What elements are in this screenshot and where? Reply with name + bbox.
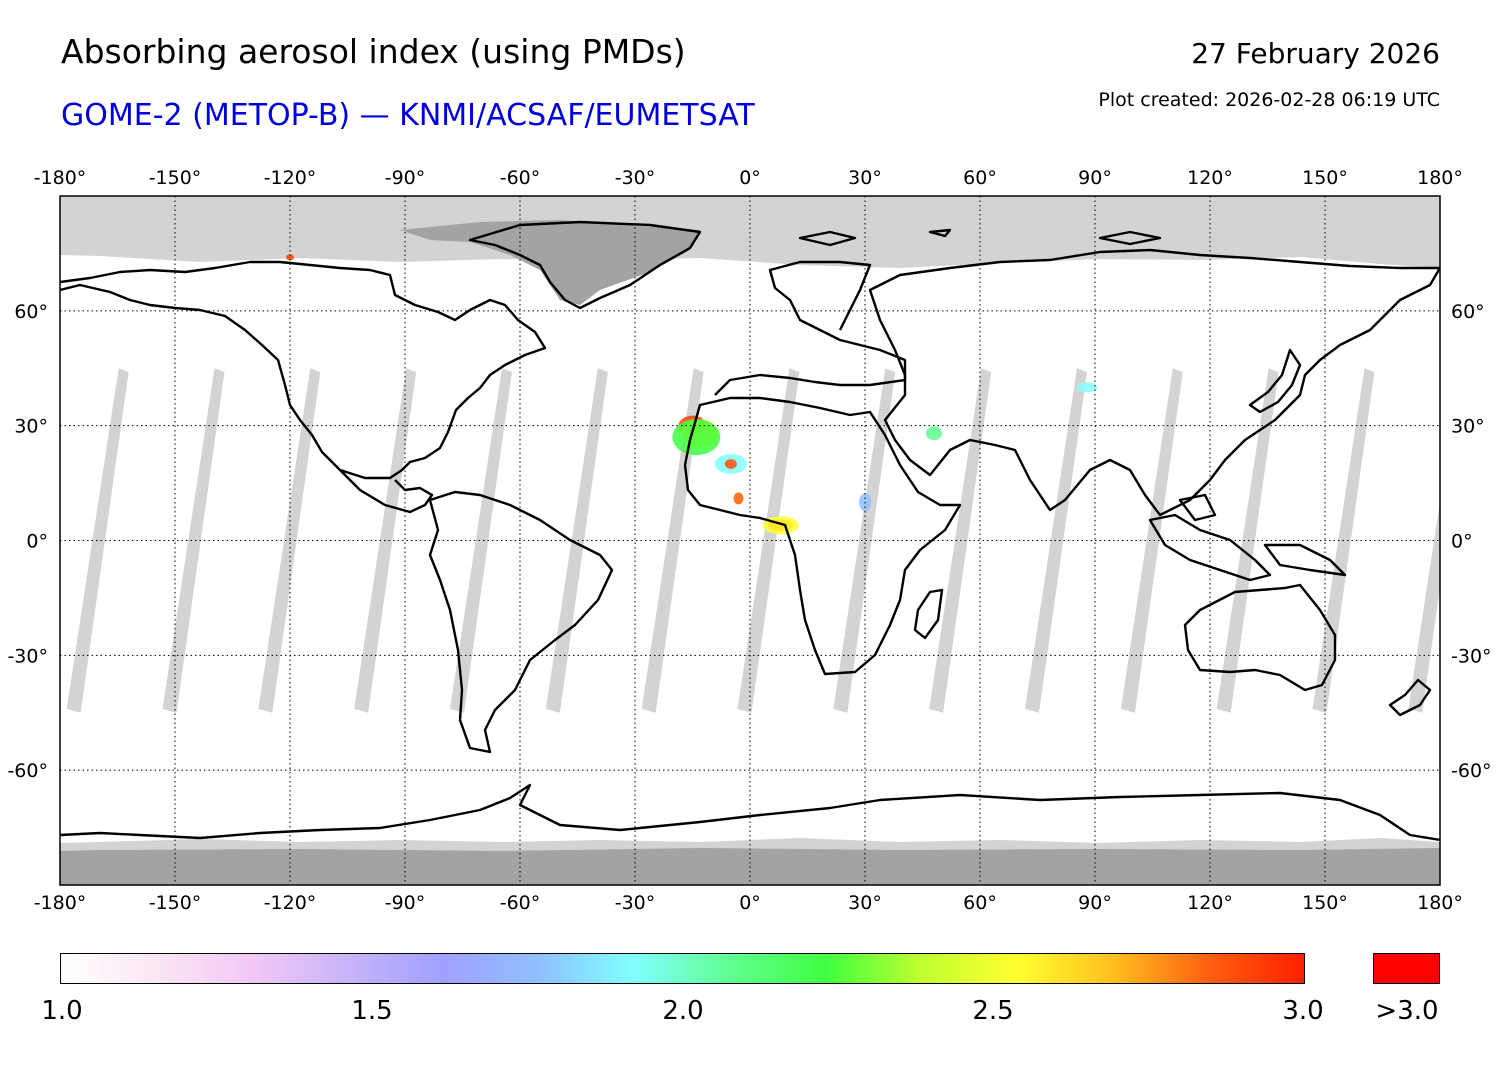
- map-subtitle: GOME-2 (METOP-B) — KNMI/ACSAF/EUMETSAT: [61, 98, 755, 133]
- lon-label-top-180: 180°: [1417, 167, 1463, 189]
- coastline-svalbard-islands: [798, 228, 1162, 247]
- colorbar-over-swatch: [1373, 953, 1440, 984]
- coastline-maritime-continent: [1148, 493, 1347, 582]
- lat-label-left--30: -30°: [7, 645, 48, 667]
- lon-label-bottom--150: -150°: [149, 892, 202, 914]
- lat-label-left-0: 0°: [26, 531, 48, 553]
- orbit-gap-swath-12: [1216, 368, 1279, 713]
- lon-label-top-150: 150°: [1302, 167, 1348, 189]
- lat-label-left-60: 60°: [14, 301, 48, 323]
- coastline-central-america: [339, 469, 434, 514]
- lon-label-bottom-120: 120°: [1187, 892, 1233, 914]
- orbit-gap-swath-1: [162, 368, 225, 713]
- lon-label-bottom-150: 150°: [1302, 892, 1348, 914]
- map-frame: [59, 195, 1441, 886]
- aerosol-hotspot-9: [926, 426, 942, 441]
- lon-label-bottom--90: -90°: [385, 892, 426, 914]
- aerosol-hotspot-10: [1077, 382, 1098, 393]
- coastline-europe: [714, 260, 907, 396]
- aerosol-hotspot-6: [762, 516, 799, 535]
- coastline-antarctica: [60, 783, 1440, 842]
- orbit-gap-swath-4: [450, 368, 512, 713]
- lat-label-right-30: 30°: [1451, 416, 1485, 438]
- lon-label-bottom--120: -120°: [264, 892, 317, 914]
- aerosol-index-pixels: [286, 254, 1098, 535]
- lat-label-right--30: -30°: [1451, 645, 1492, 667]
- lon-label-bottom--60: -60°: [500, 892, 541, 914]
- lon-label-bottom-30: 30°: [848, 892, 882, 914]
- lat-label-right--60: -60°: [1451, 760, 1492, 782]
- orbit-gap-swath-7: [737, 368, 800, 713]
- axis-tick-labels: -180° -180° -150° -150° -120° -120° -90° -90° -6…: [7, 167, 1491, 914]
- lon-label-top--180: -180°: [34, 167, 87, 189]
- lon-label-bottom-90: 90°: [1078, 892, 1112, 914]
- aerosol-hotspot-4: [724, 458, 737, 469]
- lon-label-top--30: -30°: [615, 167, 656, 189]
- lon-label-top--90: -90°: [385, 167, 426, 189]
- lat-label-right-60: 60°: [1451, 301, 1485, 323]
- coastline-asia: [868, 248, 1440, 517]
- lon-label-bottom-0: 0°: [739, 892, 761, 914]
- map-date: 27 February 2026: [1191, 37, 1440, 70]
- colorbar-tick-2-5: 2.5: [972, 996, 1014, 1026]
- coastline-new-zealand: [1388, 678, 1432, 717]
- coastline-greenland: [468, 220, 702, 310]
- aerosol-hotspot-2: [672, 419, 721, 456]
- lon-label-top-30: 30°: [848, 167, 882, 189]
- orbit-gap-swath-2: [258, 368, 321, 713]
- coastline-north-america: [60, 260, 547, 480]
- lon-label-bottom-60: 60°: [963, 892, 997, 914]
- coastlines: [60, 220, 1440, 842]
- colorbar-tick-3: 3.0: [1282, 996, 1324, 1026]
- colorbar-gradient: [60, 953, 1305, 984]
- orbit-gap-swath-5: [545, 368, 608, 713]
- lat-label-left--60: -60°: [7, 760, 48, 782]
- coastline-africa: [683, 396, 962, 676]
- aerosol-hotspot-7: [733, 492, 744, 505]
- graticule: [60, 196, 1440, 885]
- coastline-japan: [1248, 348, 1302, 414]
- lon-label-top--60: -60°: [500, 167, 541, 189]
- plot-created-timestamp: Plot created: 2026-02-28 06:19 UTC: [1098, 89, 1440, 111]
- lon-label-top-60: 60°: [963, 167, 997, 189]
- lon-label-top-0: 0°: [739, 167, 761, 189]
- coastline-australia: [1183, 583, 1337, 692]
- map-title: Absorbing aerosol index (using PMDs): [61, 32, 686, 71]
- orbit-gap-swath-11: [1120, 368, 1183, 713]
- lon-label-top--120: -120°: [264, 167, 317, 189]
- colorbar-tick-2: 2.0: [662, 996, 704, 1026]
- colorbar-tick-1-5: 1.5: [351, 996, 393, 1026]
- world-map: -180° -180° -150° -150° -120° -120° -90° -90° -6…: [7, 167, 1491, 914]
- aerosol-hotspot-11: [286, 254, 294, 261]
- orbit-gap-swath-14: [1408, 501, 1440, 713]
- colorbar-tick-1: 1.0: [41, 996, 83, 1026]
- lon-label-top--150: -150°: [149, 167, 202, 189]
- orbit-gap-swath-8: [833, 368, 896, 713]
- lon-label-top-120: 120°: [1187, 167, 1233, 189]
- lon-label-top-90: 90°: [1078, 167, 1112, 189]
- coastline-south-america: [428, 490, 614, 754]
- lat-label-right-0: 0°: [1451, 531, 1473, 553]
- orbit-gap-swath-0: [66, 368, 129, 713]
- lon-label-bottom-180: 180°: [1417, 892, 1463, 914]
- lat-label-left-30: 30°: [14, 416, 48, 438]
- coastline-madagascar: [913, 588, 944, 640]
- lon-label-bottom--30: -30°: [615, 892, 656, 914]
- colorbar-over-label: >3.0: [1375, 996, 1439, 1026]
- lon-label-bottom--180: -180°: [34, 892, 87, 914]
